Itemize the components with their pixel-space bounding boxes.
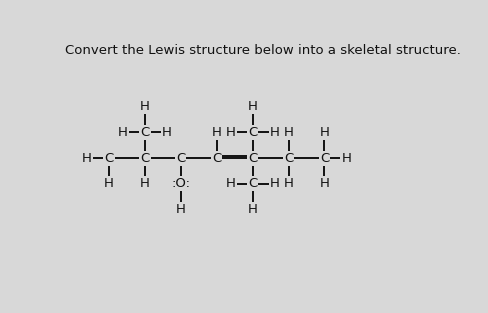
Text: H: H	[104, 177, 114, 190]
Text: H: H	[118, 126, 128, 139]
Text: H: H	[283, 126, 293, 139]
Text: C: C	[247, 151, 257, 165]
Text: C: C	[140, 126, 149, 139]
Text: Convert the Lewis structure below into a skeletal structure.: Convert the Lewis structure below into a…	[65, 44, 460, 57]
Text: H: H	[269, 177, 279, 190]
Text: H: H	[225, 126, 235, 139]
Text: C: C	[247, 177, 257, 190]
Text: C: C	[212, 151, 221, 165]
Text: :O:: :O:	[171, 177, 190, 190]
Text: H: H	[162, 126, 171, 139]
Text: H: H	[319, 177, 329, 190]
Text: C: C	[247, 126, 257, 139]
Text: H: H	[283, 177, 293, 190]
Text: H: H	[341, 151, 350, 165]
Text: H: H	[140, 100, 149, 113]
Text: H: H	[225, 177, 235, 190]
Text: C: C	[140, 151, 149, 165]
Text: H: H	[211, 126, 221, 139]
Text: C: C	[176, 151, 185, 165]
Text: H: H	[319, 126, 329, 139]
Text: C: C	[104, 151, 113, 165]
Text: H: H	[176, 203, 185, 216]
Text: H: H	[247, 100, 257, 113]
Text: H: H	[269, 126, 279, 139]
Text: H: H	[140, 177, 149, 190]
Text: C: C	[284, 151, 292, 165]
Text: C: C	[319, 151, 328, 165]
Text: H: H	[82, 151, 92, 165]
Text: H: H	[247, 203, 257, 216]
